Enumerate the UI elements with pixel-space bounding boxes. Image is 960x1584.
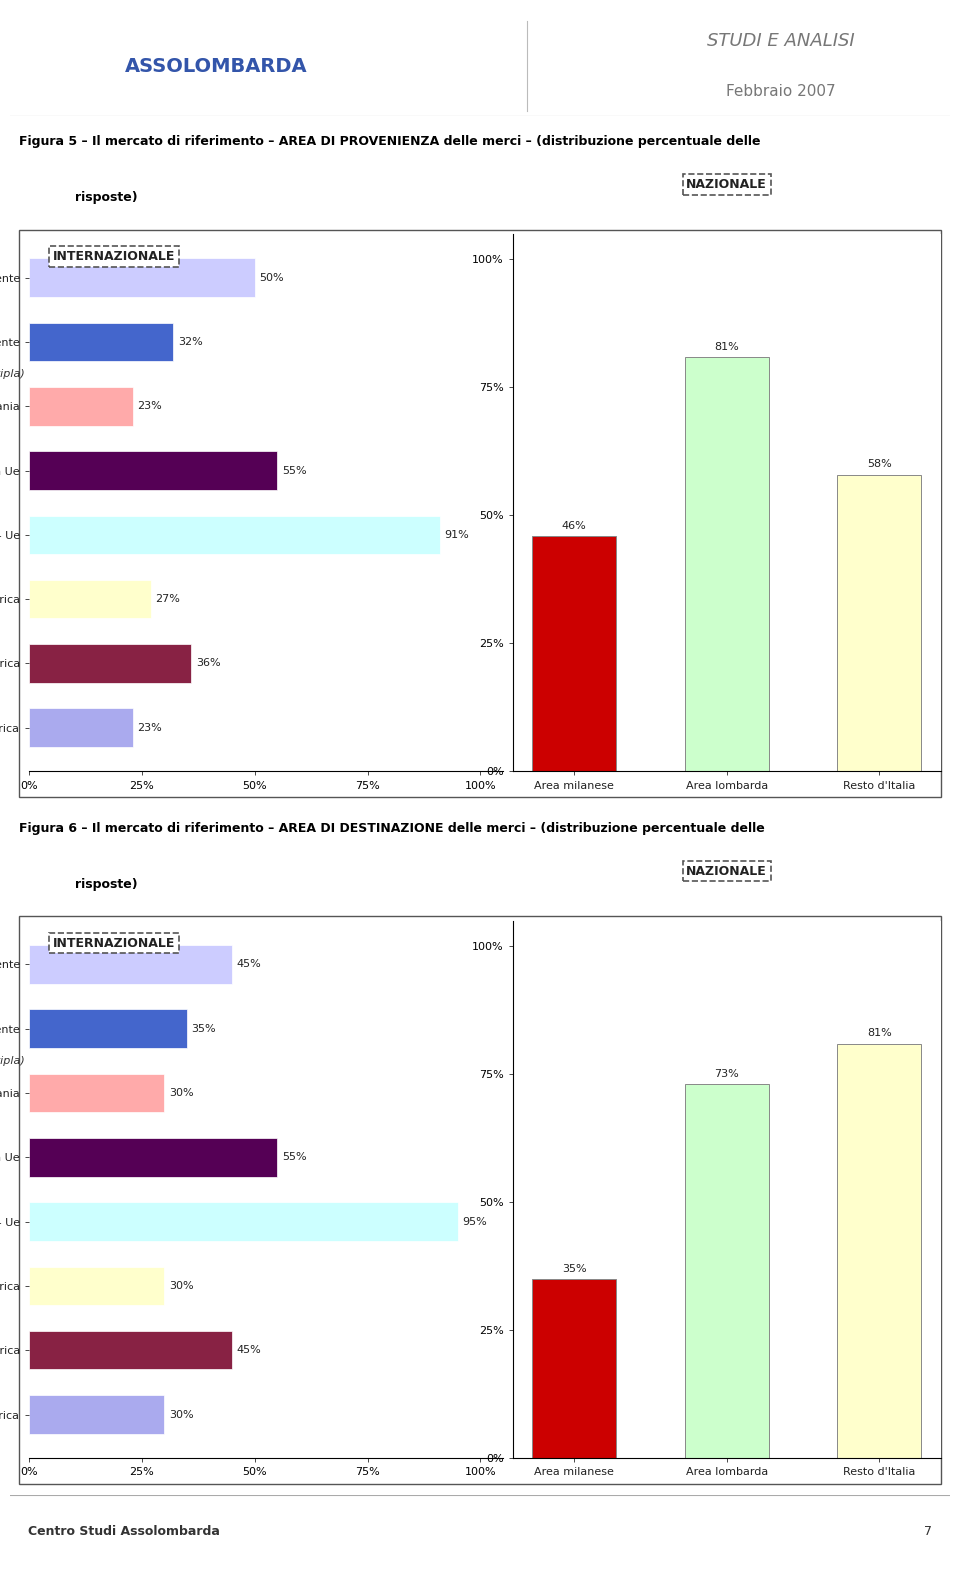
Text: 55%: 55%	[281, 1152, 306, 1163]
Bar	[29, 1137, 277, 1177]
Bar	[29, 708, 132, 748]
Bar	[29, 580, 151, 618]
Text: 35%: 35%	[562, 1264, 587, 1274]
Bar	[29, 1267, 164, 1305]
Text: 73%: 73%	[714, 1069, 739, 1079]
Text: 27%: 27%	[156, 594, 180, 604]
Text: 91%: 91%	[444, 529, 469, 540]
Text: 81%: 81%	[867, 1028, 892, 1039]
Bar	[29, 451, 277, 489]
Text: 30%: 30%	[169, 1410, 193, 1419]
Text: 32%: 32%	[178, 337, 203, 347]
Text: risposte): risposte)	[76, 878, 138, 890]
Text: INTERNAZIONALE: INTERNAZIONALE	[53, 936, 176, 950]
Bar	[532, 1278, 616, 1459]
Bar	[684, 1085, 769, 1459]
Text: Figura 6 – Il mercato di riferimento – AREA DI DESTINAZIONE delle merci – (distr: Figura 6 – Il mercato di riferimento – A…	[19, 822, 765, 835]
Text: 35%: 35%	[191, 1023, 216, 1034]
Bar	[29, 1074, 164, 1112]
Text: 36%: 36%	[196, 659, 221, 668]
Text: 46%: 46%	[562, 521, 587, 531]
Text: 30%: 30%	[169, 1088, 193, 1098]
Text: NAZIONALE: NAZIONALE	[686, 865, 767, 878]
Bar	[29, 1396, 164, 1434]
Text: ASSOLOMBARDA: ASSOLOMBARDA	[125, 57, 308, 76]
Bar	[684, 356, 769, 771]
Bar	[532, 535, 616, 771]
Text: 58%: 58%	[867, 459, 892, 469]
Text: Centro Studi Assolombarda: Centro Studi Assolombarda	[29, 1525, 220, 1538]
Bar	[837, 1044, 922, 1459]
Text: NAZIONALE: NAZIONALE	[686, 177, 767, 190]
Bar	[29, 386, 132, 426]
Text: 23%: 23%	[137, 722, 162, 733]
Text: INTERNAZIONALE: INTERNAZIONALE	[53, 250, 176, 263]
Bar	[29, 645, 191, 683]
Text: risposte): risposte)	[76, 190, 138, 204]
Bar	[837, 475, 922, 771]
Text: (possibilità di risposta multipla): (possibilità di risposta multipla)	[0, 1055, 24, 1066]
Text: STUDI E ANALISI: STUDI E ANALISI	[708, 32, 854, 51]
Bar	[29, 1202, 458, 1240]
Text: 55%: 55%	[281, 466, 306, 475]
Text: 45%: 45%	[236, 1345, 261, 1356]
Text: Febbraio 2007: Febbraio 2007	[727, 84, 836, 98]
Text: (possibilità di risposta multipla): (possibilità di risposta multipla)	[0, 367, 24, 379]
Bar	[29, 515, 440, 554]
Bar	[29, 1009, 187, 1049]
Text: 45%: 45%	[236, 960, 261, 969]
Text: 7: 7	[924, 1525, 931, 1538]
Text: 23%: 23%	[137, 401, 162, 412]
Text: 30%: 30%	[169, 1281, 193, 1291]
Bar	[29, 1331, 232, 1370]
Bar	[29, 323, 174, 361]
Text: 81%: 81%	[714, 342, 739, 352]
Bar	[29, 258, 254, 296]
Text: 95%: 95%	[463, 1217, 487, 1226]
Text: Figura 5 – Il mercato di riferimento – AREA DI PROVENIENZA delle merci – (distri: Figura 5 – Il mercato di riferimento – A…	[19, 135, 760, 149]
Text: 50%: 50%	[259, 272, 284, 282]
Bar	[29, 946, 232, 984]
